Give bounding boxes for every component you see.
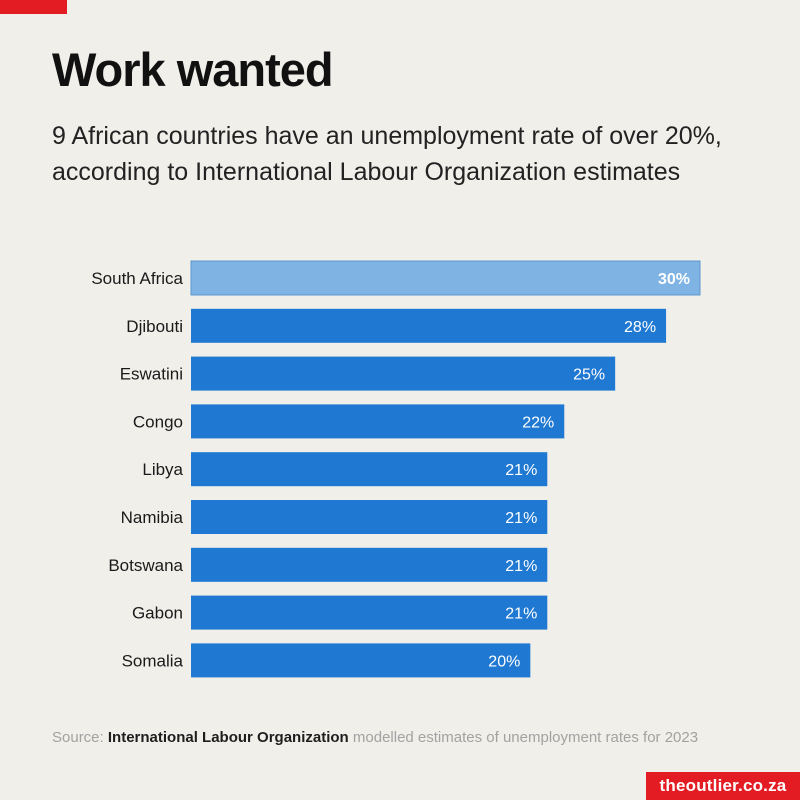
bar-namibia bbox=[191, 500, 548, 534]
source-note: Source: International Labour Organizatio… bbox=[52, 729, 698, 746]
bar-congo bbox=[191, 404, 565, 439]
category-label: Botswana bbox=[108, 556, 183, 575]
value-label: 30% bbox=[658, 271, 690, 288]
bar-somalia bbox=[191, 643, 531, 678]
category-label: Djibouti bbox=[126, 317, 183, 336]
category-label: Gabon bbox=[132, 604, 183, 623]
value-label: 21% bbox=[505, 606, 537, 623]
category-label: South Africa bbox=[91, 269, 183, 288]
bar-eswatini bbox=[191, 356, 616, 391]
source-suffix: modelled estimates of unemployment rates… bbox=[348, 729, 699, 746]
category-label: Namibia bbox=[121, 508, 184, 527]
brand-badge[interactable]: theoutlier.co.za bbox=[646, 772, 800, 800]
value-label: 21% bbox=[505, 462, 537, 479]
source-prefix: Source: bbox=[52, 729, 108, 746]
value-label: 21% bbox=[505, 510, 537, 527]
bar-south-africa bbox=[190, 260, 701, 296]
value-label: 25% bbox=[573, 367, 605, 384]
category-label: Eswatini bbox=[120, 365, 183, 384]
chart-title: Work wanted bbox=[52, 43, 334, 96]
source-org: International Labour Organization bbox=[107, 729, 349, 746]
chart-subtitle: 9 African countries have an unemployment… bbox=[52, 122, 722, 186]
value-label: 28% bbox=[624, 319, 656, 336]
value-label: 20% bbox=[488, 653, 520, 670]
category-label: Libya bbox=[142, 460, 183, 479]
value-label: 22% bbox=[522, 414, 554, 431]
category-label: Somalia bbox=[122, 651, 184, 670]
bar-gabon bbox=[191, 595, 548, 630]
bar-botswana bbox=[191, 547, 548, 582]
bar-libya bbox=[191, 452, 548, 487]
category-label: Congo bbox=[133, 412, 183, 431]
bar-djibouti bbox=[191, 308, 667, 343]
top-accent-bar bbox=[0, 0, 67, 14]
value-label: 21% bbox=[505, 558, 537, 575]
